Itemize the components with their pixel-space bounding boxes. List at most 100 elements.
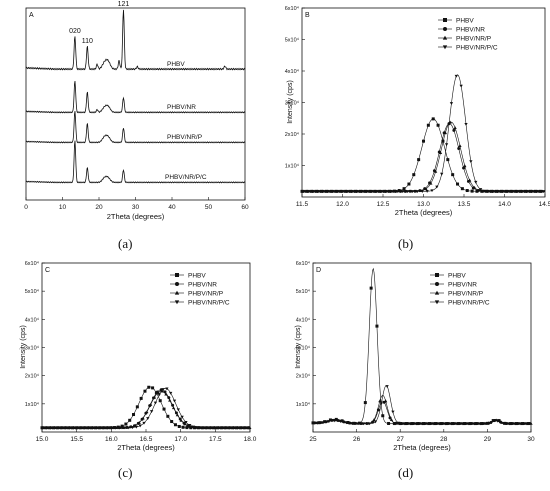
panel-d-point: [466, 422, 471, 426]
panel-c-point: [181, 425, 185, 429]
panel-c-point: [185, 426, 189, 430]
panel-a-series-line: [25, 9, 246, 71]
panel-c-point: [66, 426, 70, 430]
panel-c-point: [195, 426, 200, 430]
panel-b-point: [449, 102, 454, 106]
panel-b-legend-label: PHBV/NR: [456, 27, 485, 34]
panel-d-xtick-label: 26: [353, 436, 361, 443]
panel-b-ytick-label: 3x10⁴: [285, 100, 300, 107]
panel-a-series-label: PHBV/NR/P/C: [165, 174, 207, 181]
panel-b-point: [308, 190, 313, 193]
panel-b-point: [465, 189, 469, 193]
panel-c-point: [184, 420, 188, 424]
panel-d-point: [356, 422, 360, 426]
panel-c-point: [128, 418, 132, 422]
panel-b-ytick-label: 6x10⁴: [285, 5, 300, 12]
panel-b-point: [396, 190, 400, 193]
panel-c-point: [147, 385, 151, 389]
panel-c-point: [207, 426, 211, 430]
caption-a: (a): [118, 236, 133, 251]
panel-c-point: [152, 395, 157, 399]
panel-d-ylabel: Intensity (cps): [295, 325, 302, 369]
panel-c-ytick-label: 4x10⁴: [25, 316, 40, 323]
panel-b-point: [542, 190, 546, 193]
panel-d-frame: [312, 262, 532, 433]
panel-d-point: [384, 399, 388, 403]
panel-c-point: [146, 417, 150, 420]
panel-b-point: [376, 190, 381, 193]
panel-c-point: [108, 426, 112, 430]
panel-d-legend-marker: [434, 290, 440, 295]
panel-b-point: [446, 158, 450, 162]
panel-b-ytick-label: 4x10⁴: [285, 68, 300, 75]
panel-d-point: [455, 422, 459, 426]
panel-c-series-markers: [43, 387, 249, 430]
panel-c-point: [237, 426, 241, 430]
panel-c-point: [210, 426, 215, 430]
panel-d-point: [385, 385, 389, 388]
panel-b-point: [367, 190, 371, 193]
panel-d-legend-label: PHBV/NR: [448, 282, 477, 289]
panel-b-series-line: [302, 123, 545, 192]
panel-b-xtick-label: 14.5: [539, 201, 550, 208]
panel-c-point: [171, 406, 176, 410]
panel-b-point: [459, 84, 463, 88]
panel-b-point: [498, 190, 502, 193]
panel-b-point: [527, 190, 531, 193]
panel-c-point: [50, 426, 55, 430]
panel-b-point: [352, 190, 356, 193]
panel-d-point: [315, 421, 320, 425]
panel-c-xtick-label: 16.5: [140, 436, 153, 443]
panel-c-point: [142, 421, 146, 425]
panel-b-point: [406, 190, 410, 193]
panel-d-point: [321, 421, 325, 425]
panel-b-point: [537, 190, 541, 193]
panel-c-ytick-label: 2x10⁴: [25, 373, 40, 380]
panel-d-letter: D: [316, 267, 321, 274]
panel-b-ytick-label: 5x10⁴: [285, 37, 300, 44]
panel-b-point: [469, 160, 473, 164]
panel-b-series-line: [302, 121, 545, 192]
panel-c-point: [85, 426, 89, 430]
panel-c-point: [172, 399, 177, 403]
panel-c-point: [214, 426, 219, 430]
panel-a-xtick-label: 30: [132, 204, 140, 211]
panel-b-point: [410, 190, 415, 193]
panel-b-legend-marker: [442, 45, 448, 50]
panel-d-ytick-label: 6x10⁴: [296, 260, 311, 267]
panel-b-point: [303, 190, 308, 193]
panel-d-series-line: [312, 267, 531, 424]
panel-d-point: [373, 420, 378, 424]
panel-b-series-markers: [300, 117, 542, 193]
panel-c-point: [92, 426, 97, 430]
panel-c-point: [124, 422, 128, 426]
panel-d-point: [431, 422, 436, 426]
panel-d-point: [379, 402, 383, 406]
panel-d-point: [340, 419, 344, 423]
panel-b-point: [430, 189, 434, 193]
panel-b-ytick-label: 1x10⁴: [285, 163, 300, 170]
panel-c-xtick-label: 18.0: [244, 436, 257, 443]
panel-c-point: [218, 426, 222, 430]
panel-c-point: [167, 396, 171, 400]
panel-c-point: [156, 390, 160, 394]
panel-b-point: [381, 190, 386, 193]
panel-b-point: [532, 190, 536, 193]
panel-b-legend-label: PHBV/NR/P: [456, 36, 491, 43]
panel-c-point: [88, 426, 93, 430]
panel-d-xtick-label: 30: [527, 436, 535, 443]
panel-b-point: [417, 158, 421, 162]
panel-b-point: [415, 190, 420, 193]
panel-d-series-markers: [311, 286, 530, 426]
panel-b-point: [347, 190, 352, 193]
panel-b-point: [357, 190, 361, 193]
panel-c-point: [173, 423, 177, 427]
panel-b-point: [478, 188, 483, 191]
panel-b-point: [472, 185, 477, 189]
panel-c-legend-label: PHBV: [188, 273, 206, 280]
panel-b-ylabel: Intensity (cps): [287, 80, 294, 124]
panel-c: C 15.0 15.5 16.0 16.5 17.0 17.5 18.0 1x10⁴ 2x10⁴ 3…: [20, 260, 257, 452]
panel-a-letter: A: [29, 12, 34, 19]
panel-d-point: [327, 420, 331, 424]
panel-b-point: [402, 187, 406, 191]
